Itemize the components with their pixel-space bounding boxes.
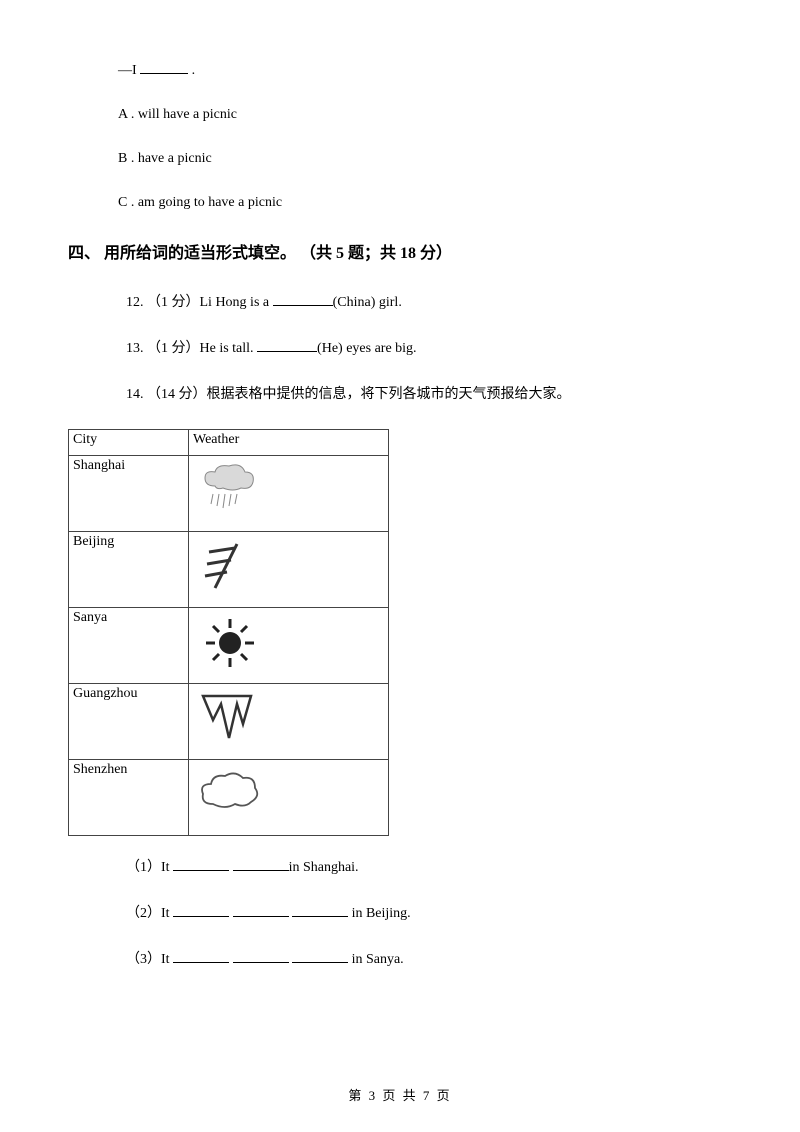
table-header-row: City Weather (69, 430, 389, 456)
dialog-prefix: —I (118, 63, 137, 78)
city-cell: Sanya (69, 608, 189, 684)
choice-c[interactable]: C . am going to have a picnic (68, 195, 732, 211)
s1-blank-2[interactable] (233, 857, 289, 871)
s1-blank-1[interactable] (173, 857, 229, 871)
table-row: Beijing (69, 532, 389, 608)
header-city: City (69, 430, 189, 456)
dialog-end: . (192, 63, 196, 78)
weather-cell-cloud (189, 760, 389, 836)
dialog-blank[interactable] (140, 60, 188, 74)
weather-cell-rain (189, 456, 389, 532)
q12-prefix: 12. （1 分）Li Hong is a (126, 295, 273, 310)
table-row: Shanghai (69, 456, 389, 532)
s2-prefix: （2）It (126, 906, 173, 921)
rain-icon (195, 462, 265, 520)
s3-blank-2[interactable] (233, 949, 289, 963)
question-14: 14. （14 分）根据表格中提供的信息，将下列各城市的天气预报给大家。 (68, 383, 732, 403)
s1-prefix: （1）It (126, 860, 173, 875)
weather-cell-icicle (189, 684, 389, 760)
weather-cell-sun (189, 608, 389, 684)
dialog-line: —I . (68, 60, 732, 79)
q13-suffix: (He) eyes are big. (317, 341, 417, 356)
city-cell: Shanghai (69, 456, 189, 532)
q13-blank[interactable] (257, 338, 317, 352)
weather-cell-wind (189, 532, 389, 608)
sun-icon (195, 614, 265, 672)
s2-blank-1[interactable] (173, 903, 229, 917)
s3-suffix: in Sanya. (348, 952, 404, 967)
q12-blank[interactable] (273, 292, 333, 306)
choice-a[interactable]: A . will have a picnic (68, 107, 732, 123)
q12-suffix: (China) girl. (333, 295, 402, 310)
question-13: 13. （1 分）He is tall. (He) eyes are big. (68, 337, 732, 357)
subquestion-3: （3）It in Sanya. (68, 948, 732, 968)
table-row: Shenzhen (69, 760, 389, 836)
subquestion-1: （1）It in Shanghai. (68, 856, 732, 876)
subquestion-2: （2）It in Beijing. (68, 902, 732, 922)
q13-prefix: 13. （1 分）He is tall. (126, 341, 257, 356)
s2-suffix: in Beijing. (348, 906, 411, 921)
city-cell: Guangzhou (69, 684, 189, 760)
section-4-heading: 四、 用所给词的适当形式填空。 （共 5 题；共 18 分） (68, 239, 732, 263)
choice-b[interactable]: B . have a picnic (68, 151, 732, 167)
table-row: Sanya (69, 608, 389, 684)
wind-icon (195, 538, 265, 596)
city-cell: Shenzhen (69, 760, 189, 836)
weather-table: City Weather Shanghai Beijing (68, 429, 389, 836)
s1-suffix: in Shanghai. (289, 860, 359, 875)
page-footer: 第 3 页 共 7 页 (0, 1085, 800, 1104)
s3-blank-3[interactable] (292, 949, 348, 963)
s3-prefix: （3）It (126, 952, 173, 967)
cloud-icon (195, 766, 265, 824)
header-weather: Weather (189, 430, 389, 456)
table-row: Guangzhou (69, 684, 389, 760)
icicle-icon (195, 690, 265, 748)
city-cell: Beijing (69, 532, 189, 608)
s2-blank-2[interactable] (233, 903, 289, 917)
question-12: 12. （1 分）Li Hong is a (China) girl. (68, 291, 732, 311)
s2-blank-3[interactable] (292, 903, 348, 917)
s3-blank-1[interactable] (173, 949, 229, 963)
